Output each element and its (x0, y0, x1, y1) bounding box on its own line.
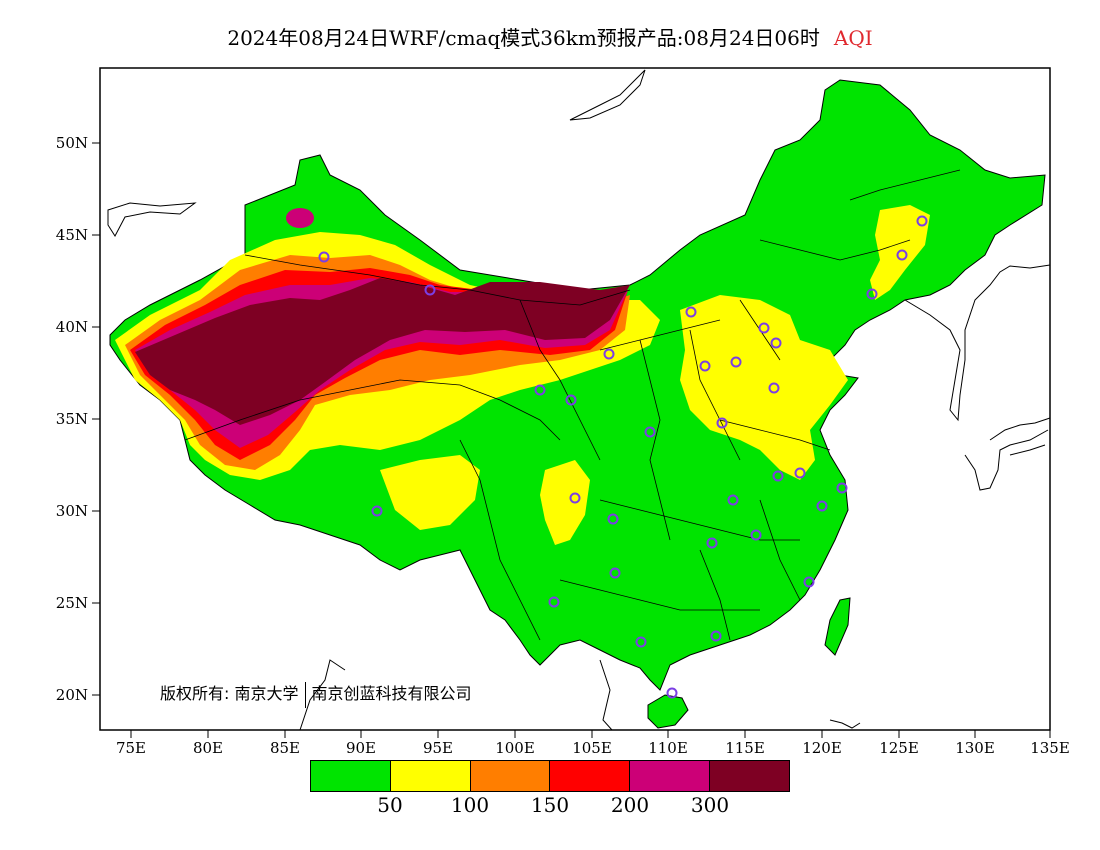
legend-label: 50 (377, 793, 403, 817)
station-marker (699, 360, 711, 372)
copyright-divider (304, 681, 306, 708)
map-title: 2024年08月24日WRF/cmaq模式36km预报产品:08月24日06时 A… (0, 22, 1100, 51)
lon-tick-label: 80E (193, 739, 223, 757)
lat-tick-label: 25N (56, 594, 88, 612)
lon-tick-label: 100E (495, 739, 535, 757)
lat-tick-label: 35N (56, 410, 88, 428)
legend-swatch-hazardous (710, 761, 789, 791)
aqi-zone-moderate-east (680, 295, 848, 480)
station-marker (803, 576, 815, 588)
neighbouring-coastlines (107, 69, 1051, 731)
station-marker (424, 284, 436, 296)
aqi-zone-moderate-sichuan (540, 460, 590, 545)
legend-label: 300 (690, 793, 730, 817)
station-marker (548, 596, 560, 608)
lat-tick-label: 20N (56, 686, 88, 704)
lon-axis: 75E 80E 85E 90E 95E 100E 105E 110E 115E … (116, 730, 1070, 757)
station-marker (371, 505, 383, 517)
station-marker (534, 384, 546, 396)
aqi-zone-hazardous (135, 278, 630, 425)
station-marker (565, 394, 577, 406)
taiwan-island (824, 597, 851, 656)
lon-tick-label: 135E (1030, 739, 1070, 757)
lon-tick-label: 85E (270, 739, 300, 757)
legend-labels: 50 100 150 200 300 (310, 793, 790, 817)
lon-tick-label: 120E (802, 739, 842, 757)
lon-tick-label: 75E (116, 739, 146, 757)
copyright-org-company: 南京创蓝科技有限公司 (311, 684, 472, 703)
station-marker (635, 636, 647, 648)
aqi-zone-good (109, 79, 1046, 691)
station-marker (607, 513, 619, 525)
lat-tick-label: 30N (56, 502, 88, 520)
title-text: 2024年08月24日WRF/cmaq模式36km预报产品:08月24日06时 (227, 26, 820, 50)
lon-tick-label: 125E (879, 739, 919, 757)
station-marker (318, 251, 330, 263)
station-marker (758, 322, 770, 334)
station-marker (666, 687, 678, 699)
lat-tick-label: 40N (56, 318, 88, 336)
station-marker (772, 470, 784, 482)
legend-swatch-very-unhealthy (630, 761, 711, 791)
legend-label: 150 (530, 793, 570, 817)
station-marker (770, 337, 782, 349)
china-aqi-field (109, 79, 1046, 729)
copyright-notice: 版权所有: 南京大学 南京创蓝科技有限公司 (160, 680, 472, 708)
legend-label: 100 (450, 793, 490, 817)
legend-swatch-good (311, 761, 391, 791)
lon-tick-label: 110E (648, 739, 688, 757)
station-marker (727, 494, 739, 506)
station-marker (768, 382, 780, 394)
legend-swatch-moderate (390, 761, 471, 791)
lat-axis: 50N 45N 40N 35N 30N 25N 20N (56, 134, 100, 704)
station-marker (794, 467, 806, 479)
aqi-zone-moderate-northeast (870, 205, 930, 300)
station-marker (609, 567, 621, 579)
station-marker (896, 249, 908, 261)
legend-label: 200 (610, 793, 650, 817)
station-marker (685, 306, 697, 318)
station-marker (644, 426, 656, 438)
title-variable: AQI (833, 26, 873, 50)
aqi-zone-moderate-south (380, 455, 480, 530)
lon-tick-label: 130E (955, 739, 995, 757)
station-marker (710, 630, 722, 642)
station-marker (716, 417, 728, 429)
station-marker (706, 537, 718, 549)
province-boundaries (184, 169, 961, 641)
station-marker (836, 482, 848, 494)
aqi-hotspot (286, 208, 314, 228)
color-legend (310, 760, 790, 792)
station-marker (816, 500, 828, 512)
lon-tick-label: 115E (725, 739, 765, 757)
station-marker (730, 356, 742, 368)
lat-tick-label: 45N (56, 226, 88, 244)
legend-swatch-usg (470, 761, 551, 791)
lon-tick-label: 105E (572, 739, 612, 757)
copyright-org-nju: 南京大学 (234, 684, 299, 703)
station-marker (916, 215, 928, 227)
legend-swatch-unhealthy (550, 761, 631, 791)
station-markers (318, 215, 928, 699)
station-marker (750, 529, 762, 541)
station-marker (569, 492, 581, 504)
lat-tick-label: 50N (56, 134, 88, 152)
station-marker (866, 288, 878, 300)
copyright-label: 版权所有: (160, 684, 230, 703)
station-marker (603, 348, 615, 360)
lon-tick-label: 95E (423, 739, 453, 757)
lon-tick-label: 90E (346, 739, 376, 757)
